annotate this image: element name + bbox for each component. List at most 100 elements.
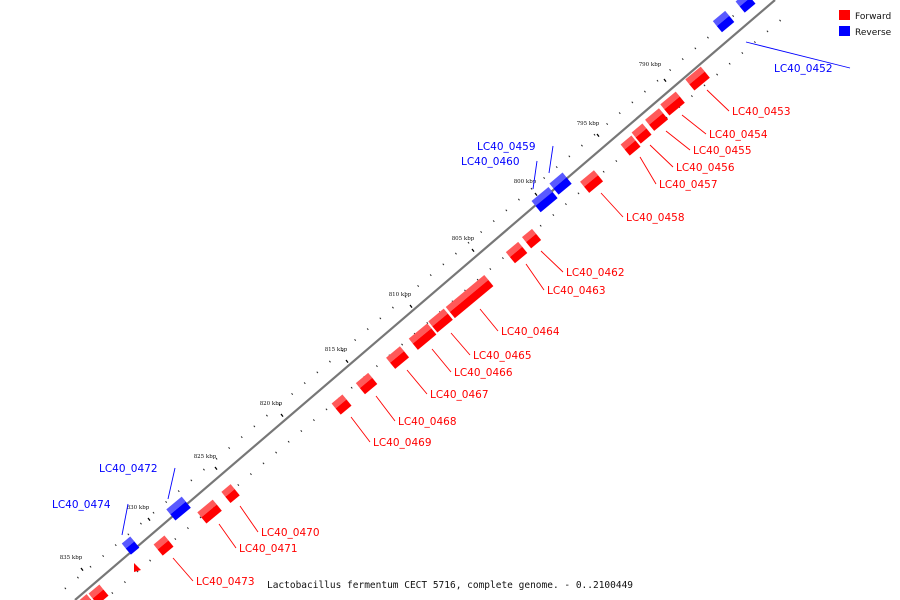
gene-label-LC40_0453[interactable]: LC40_0453 — [732, 106, 791, 118]
gene-label-LC40_0466[interactable]: LC40_0466 — [454, 367, 513, 379]
gene-LC40_0466[interactable] — [408, 323, 437, 350]
minor-tick — [401, 343, 404, 346]
gene-LC40_0462[interactable] — [521, 228, 542, 249]
minor-tick — [539, 224, 542, 227]
gene-label-LC40_0459[interactable]: LC40_0459 — [477, 141, 536, 153]
minor-tick — [580, 144, 583, 147]
gene-label-LC40_0454[interactable]: LC40_0454 — [709, 129, 768, 141]
gene-label-LC40_0452[interactable]: LC40_0452 — [774, 63, 833, 75]
gene-LC40_0468[interactable] — [355, 372, 378, 395]
leader-LC40_0472 — [167, 467, 176, 500]
minor-tick — [728, 62, 731, 65]
leader-LC40_0467 — [406, 369, 428, 395]
gene-side-face — [230, 484, 240, 496]
minor-tick — [215, 457, 218, 460]
minor-tick — [391, 306, 394, 309]
gene-side-face — [368, 372, 378, 385]
minor-tick — [375, 365, 378, 368]
gene-LC40_0455[interactable] — [645, 108, 669, 131]
gene-LC40_0456[interactable] — [631, 123, 652, 144]
minor-tick — [681, 58, 684, 61]
minor-tick — [237, 483, 240, 486]
gene-label-LC40_0473[interactable]: LC40_0473 — [196, 576, 255, 588]
gene-side-face — [130, 536, 140, 548]
major-tick — [345, 359, 349, 363]
tick-label: 805 kbp — [452, 236, 475, 242]
minor-tick — [114, 544, 117, 547]
minor-tick — [316, 371, 319, 374]
gene-LC40_0454[interactable] — [660, 91, 685, 116]
gene-front-face — [635, 128, 652, 144]
minor-tick — [643, 90, 646, 93]
gene-LC40_0453[interactable] — [685, 66, 710, 91]
gene-LC40_0458[interactable] — [580, 170, 604, 193]
gene-LC40_0467[interactable] — [386, 346, 410, 369]
minor-tick — [429, 274, 432, 277]
gene-label-LC40_0468[interactable]: LC40_0468 — [398, 416, 457, 428]
gene-label-LC40_0472[interactable]: LC40_0472 — [99, 463, 158, 475]
gene-LC40_0459[interactable] — [549, 172, 572, 195]
gene-top-face — [685, 66, 705, 85]
gene-label-LC40_0470[interactable]: LC40_0470 — [261, 527, 320, 539]
leader-LC40_0470 — [239, 505, 259, 533]
gene-LC40_0473[interactable] — [153, 535, 174, 556]
minor-tick — [404, 295, 407, 298]
gene-top-face — [445, 275, 489, 312]
gene-LC40_0469[interactable] — [331, 394, 352, 415]
gene-front-face — [689, 71, 710, 91]
major-tick — [280, 413, 284, 417]
gene-label-LC40_0464[interactable]: LC40_0464 — [501, 326, 560, 338]
gene-side-face — [631, 135, 641, 147]
minor-tick — [505, 209, 508, 212]
major-tick — [214, 466, 218, 470]
gene-labels: LC40_0452 LC40_0453 LC40_0454 LC40_0455 LC40… — [52, 63, 833, 588]
minor-tick — [442, 263, 445, 266]
partial-gene — [739, 0, 756, 13]
gene-LC40_0457[interactable] — [620, 135, 641, 156]
minor-tick — [779, 19, 782, 22]
gene-front-face — [449, 280, 494, 319]
major-tick — [663, 78, 667, 82]
minor-tick — [631, 101, 634, 104]
minor-tick — [102, 554, 105, 557]
gene-side-face — [181, 496, 191, 508]
minor-tick-marks — [64, 4, 782, 594]
gene-LC40_0464[interactable] — [445, 275, 494, 319]
gene-label-LC40_0462[interactable]: LC40_0462 — [566, 267, 625, 279]
gene-top-face — [386, 346, 404, 363]
minor-tick — [341, 349, 344, 352]
gene-LC40_0470[interactable] — [221, 484, 240, 503]
gene-top-face — [505, 241, 523, 258]
gene-top-face — [408, 323, 432, 344]
gene-LC40_0460[interactable] — [531, 186, 558, 213]
minor-tick — [690, 95, 693, 98]
gene-LC40_0472[interactable] — [166, 496, 191, 521]
gene-side-face — [725, 10, 735, 23]
gene-front-face — [125, 541, 140, 555]
gene-label-LC40_0457[interactable]: LC40_0457 — [659, 179, 718, 191]
gene-side-face — [675, 91, 685, 103]
gene-label-LC40_0465[interactable]: LC40_0465 — [473, 350, 532, 362]
minor-tick — [190, 479, 193, 482]
minor-tick — [467, 241, 470, 244]
gene-side-face — [427, 323, 437, 335]
gene-label-LC40_0456[interactable]: LC40_0456 — [676, 162, 735, 174]
gene-label-LC40_0460[interactable]: LC40_0460 — [461, 156, 520, 168]
gene-label-LC40_0463[interactable]: LC40_0463 — [547, 285, 606, 297]
minor-tick — [454, 252, 457, 255]
gene-front-face — [553, 177, 572, 195]
minor-tick — [552, 213, 555, 216]
gene-label-LC40_0471[interactable]: LC40_0471 — [239, 543, 298, 555]
gene-label-LC40_0455[interactable]: LC40_0455 — [693, 145, 752, 157]
gene-LC40_0463[interactable] — [505, 241, 528, 264]
gene-LC40_0465[interactable] — [428, 308, 453, 333]
gene-LC40_0474[interactable] — [121, 536, 140, 555]
gene-LC40_0471[interactable] — [197, 499, 222, 524]
gene-label-LC40_0469[interactable]: LC40_0469 — [373, 437, 432, 449]
leader-LC40_0468 — [375, 395, 396, 422]
gene-label-LC40_0467[interactable]: LC40_0467 — [430, 389, 489, 401]
gene-label-LC40_0458[interactable]: LC40_0458 — [626, 212, 685, 224]
gene-LC40_0452[interactable] — [712, 10, 735, 33]
gene-label-LC40_0474[interactable]: LC40_0474 — [52, 499, 111, 511]
minor-tick — [366, 328, 369, 331]
